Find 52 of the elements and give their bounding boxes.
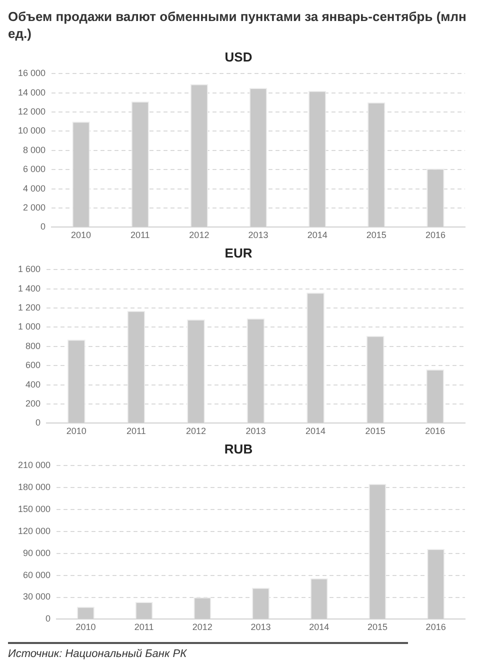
x-tick-label: 2014 [309, 622, 330, 632]
x-tick-label: 2013 [246, 426, 266, 436]
y-tick-label: 12 000 [18, 106, 46, 116]
chart-title: EUR [224, 245, 253, 260]
x-tick-label: 2012 [192, 622, 212, 632]
y-tick-label: 90 000 [23, 548, 51, 558]
y-tick-label: 600 [25, 360, 41, 370]
x-tick-label: 2014 [306, 426, 326, 436]
y-tick-label: 0 [36, 418, 41, 428]
y-tick-label: 200 [25, 398, 41, 408]
y-tick-label: 4 000 [22, 183, 46, 194]
y-tick-label: 16 000 [18, 68, 46, 78]
y-tick-label: 1 000 [18, 322, 41, 332]
y-tick-label: 8 000 [22, 144, 46, 155]
y-tick-label: 0 [46, 614, 51, 624]
x-tick-label: 2016 [425, 426, 446, 436]
y-tick-label: 400 [25, 379, 41, 390]
x-tick-label: 2015 [367, 622, 388, 632]
x-tick-label: 2010 [71, 230, 92, 240]
y-tick-label: 120 000 [18, 526, 51, 536]
y-tick-label: 30 000 [23, 592, 51, 602]
x-tick-label: 2012 [186, 426, 206, 436]
y-tick-label: 210 000 [18, 460, 51, 470]
x-tick-label: 2013 [248, 230, 268, 240]
y-tick-label: 60 000 [23, 570, 51, 580]
text: Источник: Национальный Банк РК [8, 648, 188, 660]
x-tick-label: 2015 [365, 426, 386, 436]
x-tick-label: 2011 [126, 426, 146, 436]
y-tick-label: 1 200 [18, 302, 41, 312]
text: Объем продажи валют обменными пунктами за январь-сентябрь (млн ед.) [8, 9, 466, 41]
y-tick-label: 150 000 [18, 504, 51, 514]
x-tick-label: 2014 [307, 230, 328, 240]
x-tick-label: 2015 [366, 230, 386, 240]
y-tick-label: 6 000 [22, 164, 46, 174]
x-tick-label: 2011 [134, 622, 154, 632]
x-tick-label: 2010 [76, 622, 96, 632]
y-tick-label: 0 [40, 222, 46, 232]
y-tick-label: 180 000 [18, 482, 51, 492]
chart-title: USD [224, 49, 252, 64]
x-tick-label: 2016 [425, 230, 446, 240]
y-tick-label: 800 [25, 340, 41, 351]
x-tick-label: 2016 [426, 622, 446, 632]
x-tick-label: 2011 [130, 230, 150, 240]
x-tick-label: 2013 [250, 622, 271, 632]
y-tick-label: 10 000 [18, 126, 46, 136]
y-tick-label: 1 400 [18, 283, 41, 294]
x-tick-label: 2012 [189, 230, 210, 240]
y-tick-label: 2 000 [22, 202, 46, 212]
y-tick-label: 1 600 [18, 264, 41, 274]
x-tick-label: 2010 [66, 426, 86, 436]
chart-title: RUB [224, 441, 253, 456]
y-tick-label: 14 000 [18, 87, 46, 98]
